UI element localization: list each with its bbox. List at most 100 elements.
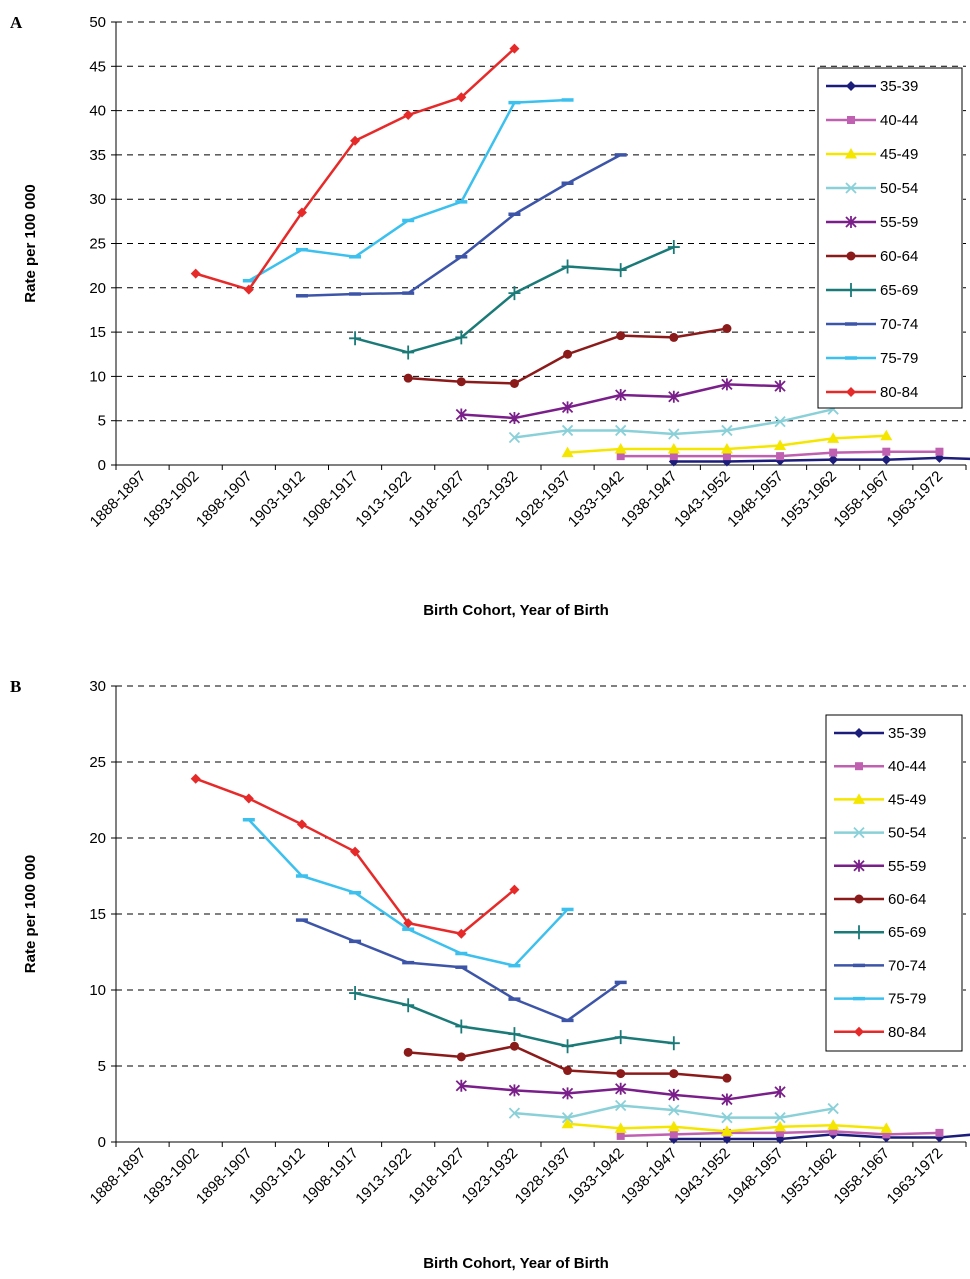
legend-label: 80-84 — [888, 1024, 926, 1041]
data-point — [509, 378, 519, 388]
data-point — [296, 207, 307, 218]
data-point — [403, 1047, 413, 1057]
x-tick-label: 1903-1912 — [246, 1145, 309, 1208]
legend-label: 70-74 — [888, 957, 926, 974]
series-75-79 — [242, 98, 574, 283]
data-point — [720, 443, 733, 454]
data-point — [776, 452, 785, 461]
legend-marker — [853, 859, 865, 872]
data-point — [827, 1119, 840, 1130]
data-point — [456, 377, 466, 387]
y-tick-label: 0 — [98, 1134, 106, 1151]
data-point — [402, 345, 415, 360]
series-65-69 — [349, 240, 680, 360]
data-point — [774, 1085, 786, 1098]
data-point — [615, 424, 627, 437]
panel-label: A — [10, 13, 23, 32]
data-point — [616, 1131, 625, 1140]
legend-marker — [854, 728, 864, 738]
data-point — [561, 1039, 574, 1054]
legend-marker — [853, 826, 865, 839]
series-75-79 — [242, 818, 574, 968]
legend-marker — [846, 251, 856, 261]
data-point — [243, 793, 254, 804]
legend-marker — [845, 182, 857, 194]
data-point — [882, 1130, 891, 1139]
data-point — [828, 454, 839, 465]
legend-label: 40-44 — [880, 112, 918, 129]
legend-marker — [846, 387, 856, 397]
x-tick-label: 1948-1957 — [724, 468, 787, 531]
data-point — [508, 1084, 521, 1097]
x-tick-label: 1953-1962 — [777, 1145, 840, 1208]
legend-label: 80-84 — [880, 384, 918, 401]
data-point — [722, 452, 731, 461]
data-point — [403, 373, 413, 383]
data-point — [508, 1107, 521, 1119]
data-point — [296, 819, 307, 830]
legend-marker — [846, 81, 856, 91]
data-point — [561, 424, 574, 437]
legend-marker — [853, 925, 865, 940]
x-tick-label: 1928-1937 — [512, 468, 575, 531]
data-point — [509, 884, 520, 895]
x-tick-label: 1913-1922 — [352, 1145, 415, 1208]
data-point — [829, 448, 838, 457]
data-point — [881, 454, 892, 465]
y-tick-label: 50 — [89, 14, 106, 31]
data-point — [827, 1102, 839, 1115]
x-tick-label: 1888-1897 — [87, 1145, 150, 1208]
legend: 35-39 40-44 45-49 50-54 55-59 60-64 65-69 70-74… — [817, 67, 963, 409]
data-point — [774, 1112, 786, 1124]
data-point — [880, 1122, 893, 1133]
x-tick-label: 1913-1922 — [352, 468, 415, 531]
data-point — [774, 380, 786, 393]
y-axis-title: Rate per 100 000 — [22, 855, 39, 973]
data-point — [561, 1112, 574, 1124]
x-tick-label: 1938-1947 — [618, 1145, 681, 1208]
series-line — [248, 98, 568, 282]
data-point — [456, 928, 467, 939]
data-point — [721, 378, 733, 391]
data-point — [669, 1130, 678, 1139]
series-line — [247, 818, 569, 967]
data-point — [882, 447, 891, 456]
data-point — [668, 1088, 680, 1101]
x-tick-label: 1943-1952 — [671, 1145, 734, 1208]
legend-label: 50-54 — [880, 180, 918, 197]
data-point — [190, 773, 201, 784]
legend-label: 60-64 — [880, 248, 918, 265]
x-tick-label: 1903-1912 — [246, 468, 309, 531]
data-point — [669, 332, 679, 342]
data-point — [774, 415, 786, 428]
data-point — [667, 443, 680, 454]
data-point — [722, 1073, 732, 1083]
legend-box — [817, 67, 963, 409]
data-point — [669, 452, 678, 461]
series-80-84 — [190, 773, 520, 939]
y-tick-label: 15 — [89, 324, 106, 341]
series-40-44 — [616, 447, 944, 461]
data-point — [561, 1087, 574, 1100]
data-point — [615, 389, 627, 402]
data-point — [561, 259, 574, 274]
series-80-84 — [190, 43, 520, 295]
y-tick-label: 0 — [98, 457, 106, 474]
y-axis-title: Rate per 100 000 — [22, 184, 39, 302]
x-tick-label: 1908-1917 — [299, 468, 362, 531]
legend-marker — [845, 283, 857, 297]
data-point — [349, 331, 362, 346]
data-point — [774, 1120, 787, 1132]
data-point — [561, 446, 574, 458]
x-axis-title: Birth Cohort, Year of Birth — [423, 602, 609, 619]
data-point — [455, 1079, 467, 1092]
x-tick-label: 1918-1927 — [405, 468, 468, 531]
legend-label: 35-39 — [888, 725, 926, 742]
x-tick-label: 1963-1972 — [884, 1145, 947, 1208]
data-point — [190, 268, 201, 279]
x-tick-label: 1958-1967 — [830, 1145, 893, 1208]
data-point — [722, 324, 732, 334]
x-tick-label: 1938-1947 — [618, 468, 681, 531]
legend-label: 40-44 — [888, 758, 926, 775]
data-point — [721, 1093, 733, 1106]
